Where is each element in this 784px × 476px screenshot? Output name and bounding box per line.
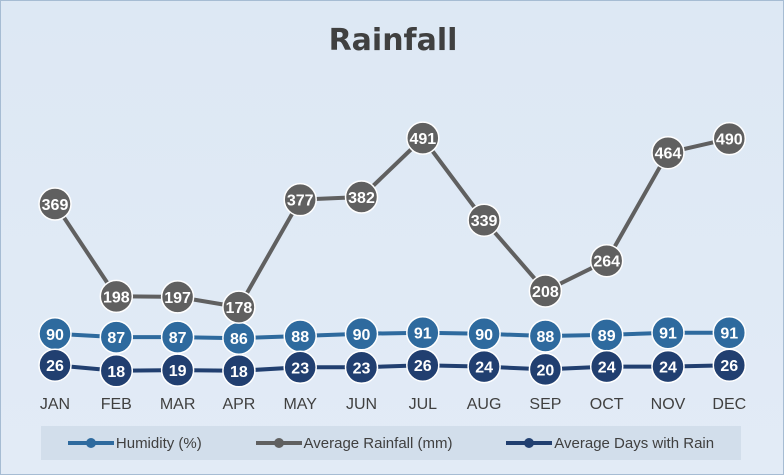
data-label-rain-days-sep: 20 [537, 362, 555, 379]
data-label-rain-days-jun: 23 [353, 360, 371, 377]
data-label-rain-days-dec: 26 [720, 358, 738, 375]
x-tick-label-may: MAY [283, 396, 317, 413]
point-rainfall-apr [222, 290, 256, 324]
point-rainfall-dec [712, 121, 747, 156]
x-tick-label-oct: OCT [590, 396, 624, 413]
data-label-rainfall-feb: 198 [103, 289, 130, 306]
legend-label-humidity: Humidity (%) [115, 434, 202, 452]
data-label-rain-days-nov: 24 [659, 360, 677, 377]
data-label-rain-days-aug: 24 [475, 360, 493, 377]
legend-swatch-rainfall [255, 438, 302, 448]
legend-item-rainfall: Average Rainfall (mm) [255, 434, 453, 452]
x-tick-label-sep: SEP [529, 396, 561, 413]
x-tick-label-jan: JAN [40, 396, 70, 413]
point-rain-days-nov [651, 349, 685, 384]
data-label-rainfall-jan: 369 [42, 197, 69, 214]
data-label-humidity-jul: 91 [414, 326, 432, 343]
point-rain-days-aug [467, 349, 501, 384]
chart-legend: Humidity (%) Average Rainfall (mm) Avera… [41, 426, 741, 460]
legend-label-rainfall: Average Rainfall (mm) [303, 434, 453, 452]
x-tick-label-aug: AUG [467, 396, 502, 413]
data-label-rain-days-apr: 18 [230, 364, 248, 381]
data-label-humidity-jun: 90 [353, 327, 371, 344]
series-line-rain-days [54, 363, 730, 373]
x-tick-label-apr: APR [222, 396, 255, 413]
data-label-humidity-dec: 91 [720, 326, 738, 343]
point-rainfall-jan [38, 187, 72, 221]
data-label-humidity-jan: 90 [46, 327, 64, 344]
x-tick-label-jun: JUN [346, 396, 377, 413]
x-tick-label-nov: NOV [651, 396, 686, 413]
data-label-humidity-oct: 89 [598, 328, 616, 345]
data-label-rainfall-jul: 491 [409, 131, 436, 148]
point-rainfall-jun [344, 180, 379, 214]
data-label-rainfall-nov: 464 [655, 146, 682, 163]
point-rainfall-oct [589, 243, 624, 278]
point-rain-days-mar [160, 353, 195, 387]
series-line-rainfall [53, 136, 730, 310]
x-tick-label-mar: MAR [160, 396, 196, 413]
data-label-rainfall-oct: 264 [593, 254, 620, 271]
point-rainfall-sep [528, 274, 563, 308]
data-label-rain-days-oct: 24 [598, 360, 616, 377]
legend-item-rain-days: Average Days with Rain [506, 435, 714, 452]
data-label-rainfall-aug: 339 [471, 213, 498, 230]
data-label-humidity-apr: 86 [230, 331, 248, 348]
point-humidity-jun [344, 317, 379, 351]
data-label-rainfall-sep: 208 [532, 284, 559, 301]
point-rain-days-sep [528, 352, 563, 387]
point-rain-days-feb [99, 354, 134, 388]
legend-swatch-humidity [67, 438, 114, 448]
data-label-rain-days-may: 23 [291, 360, 309, 377]
data-label-rainfall-dec: 490 [716, 132, 743, 149]
data-label-humidity-aug: 90 [475, 327, 493, 344]
point-rainfall-may [283, 182, 317, 217]
data-label-rainfall-may: 377 [287, 193, 314, 210]
data-label-rainfall-apr: 178 [226, 300, 253, 317]
point-humidity-aug [467, 317, 501, 351]
chart-title: Rainfall [328, 23, 458, 58]
data-label-humidity-feb: 87 [107, 330, 125, 347]
point-rainfall-feb [99, 279, 134, 314]
point-rain-days-apr [222, 354, 256, 388]
data-label-rain-days-jan: 26 [46, 358, 64, 375]
data-label-rain-days-jul: 26 [414, 358, 432, 375]
x-tick-label-feb: FEB [101, 396, 132, 413]
point-rain-days-oct [589, 349, 624, 384]
point-humidity-feb [99, 320, 134, 354]
series-line-humidity [54, 330, 730, 341]
legend-item-humidity: Humidity (%) [67, 434, 202, 452]
point-rainfall-jul [406, 121, 440, 155]
point-rainfall-aug [467, 203, 501, 237]
point-humidity-sep [528, 319, 563, 353]
data-label-humidity-may: 88 [291, 329, 309, 346]
data-label-rainfall-jun: 382 [348, 190, 375, 207]
data-label-humidity-sep: 88 [537, 329, 555, 346]
point-humidity-mar [160, 320, 195, 354]
x-tick-label-jul: JUL [409, 396, 438, 413]
point-rain-days-jun [344, 350, 379, 385]
data-label-rain-days-mar: 19 [169, 363, 187, 380]
data-label-humidity-mar: 87 [169, 330, 187, 347]
point-rain-days-jul [406, 348, 440, 382]
x-tick-label-dec: DEC [712, 396, 746, 413]
data-label-rainfall-mar: 197 [164, 290, 191, 307]
point-rain-days-dec [712, 348, 747, 382]
point-rainfall-mar [160, 280, 195, 314]
point-rainfall-nov [651, 135, 685, 170]
data-label-humidity-nov: 91 [659, 326, 677, 343]
data-label-rain-days-feb: 18 [107, 364, 125, 381]
legend-swatch-rain-days [506, 438, 553, 448]
point-rain-days-jan [38, 348, 72, 382]
legend-label-rain-days: Average Days with Rain [554, 434, 715, 452]
point-humidity-nov [651, 315, 685, 350]
point-rain-days-may [283, 350, 317, 385]
